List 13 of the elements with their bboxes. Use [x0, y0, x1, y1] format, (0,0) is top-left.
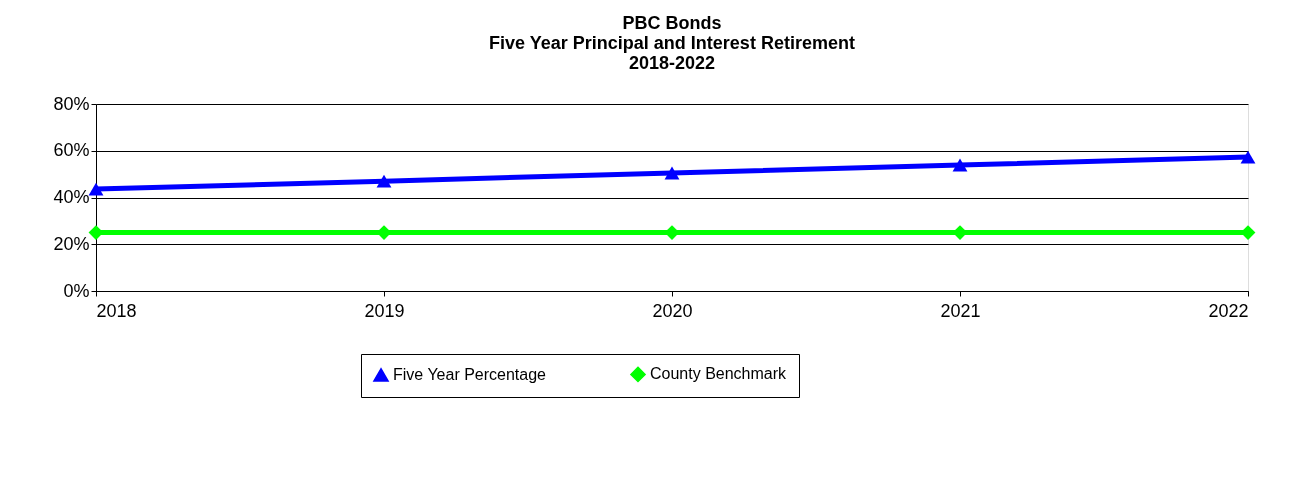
x-tick-label: 2019 — [364, 300, 405, 321]
x-tick-label: 2022 — [1208, 300, 1249, 321]
y-tick-label: 80% — [53, 93, 90, 114]
y-tick-label: 20% — [53, 233, 90, 254]
y-tick-label: 0% — [63, 280, 90, 301]
x-tick-label: 2018 — [96, 300, 137, 321]
y-tick-label: 40% — [53, 187, 90, 207]
y-tick-label: 60% — [53, 140, 90, 161]
x-tick-label: 2020 — [652, 300, 693, 321]
chart-title: PBC Bonds Five Year Principal and Interest Retirement 2018-2022 — [489, 13, 855, 73]
x-tick-label: 2021 — [940, 300, 981, 321]
legend-label: Five Year Percentage — [393, 365, 547, 383]
legend-label: County Benchmark — [650, 365, 788, 383]
